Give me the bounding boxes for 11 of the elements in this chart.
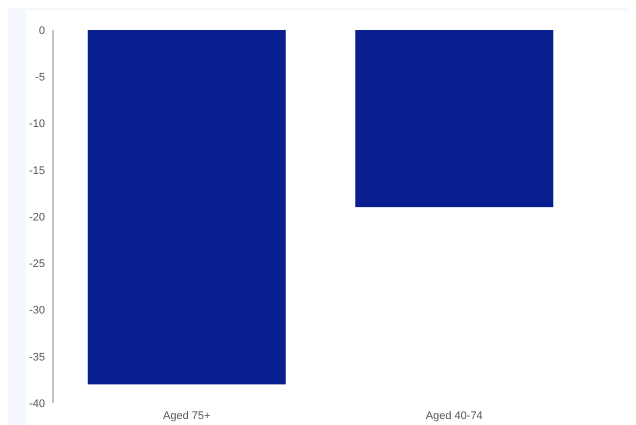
y-tick-label: -20 [29,211,45,224]
y-tick-label: -25 [29,258,45,270]
y-tick-label: 0 [38,24,45,37]
x-tick-label: Aged 40-74 [426,410,483,422]
y-tick-label: -35 [29,351,45,364]
x-tick-label: Aged 75+ [163,410,210,422]
y-tick-label: -5 [35,72,45,84]
y-tick-label: -30 [29,304,45,317]
y-tick-label: -15 [29,164,45,177]
y-tick-label: -40 [29,398,45,410]
y-tick-label: -10 [29,118,45,130]
